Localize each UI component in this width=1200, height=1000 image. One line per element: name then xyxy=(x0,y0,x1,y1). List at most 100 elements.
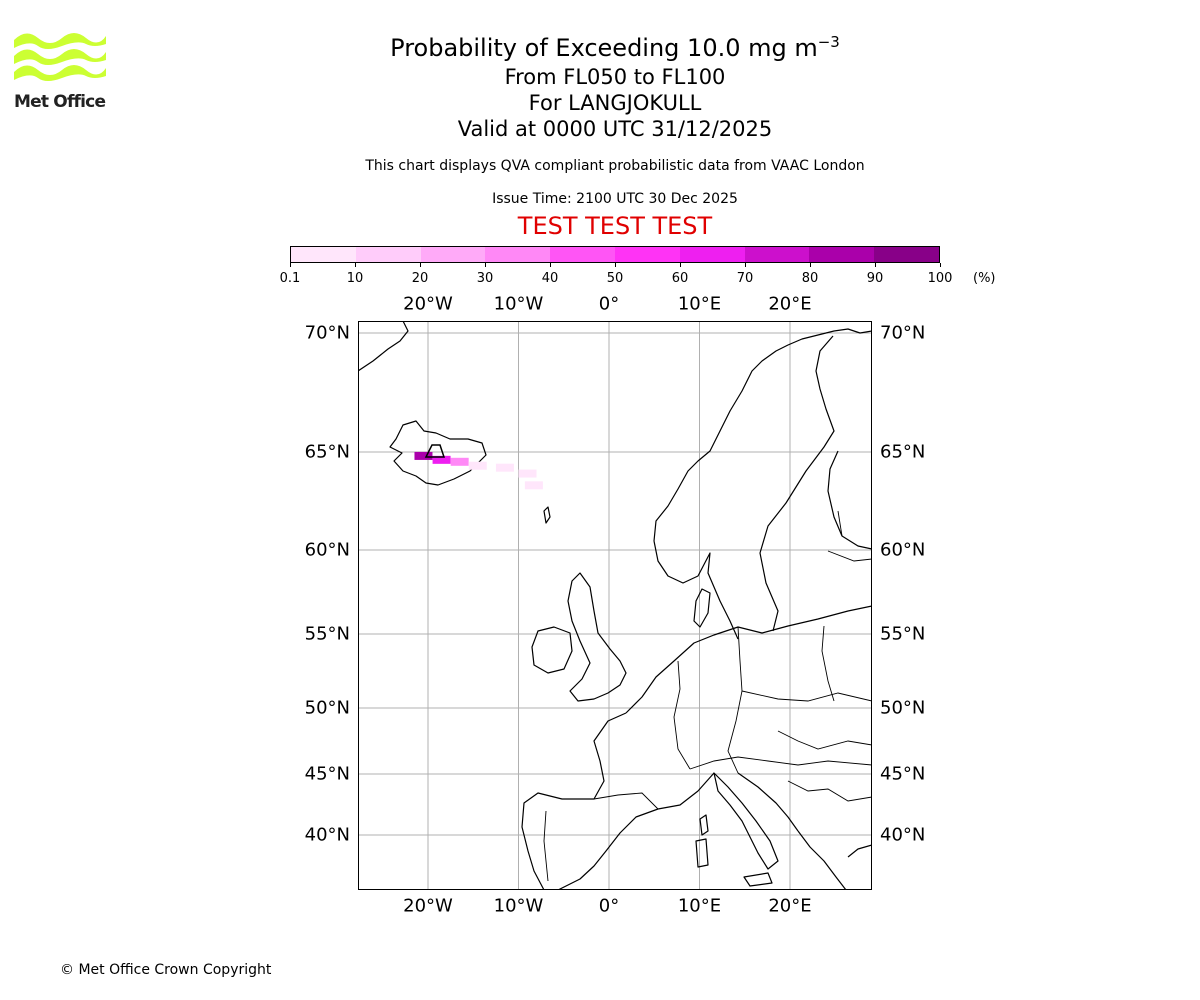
lat-label-right: 50°N xyxy=(880,697,926,719)
colorbar-segment xyxy=(744,247,810,262)
bothnia-coast xyxy=(759,335,835,632)
valid-time: Valid at 0000 UTC 31/12/2025 xyxy=(457,117,773,141)
lat-label-left: 60°N xyxy=(304,539,350,561)
adriatic-coast xyxy=(737,772,799,832)
colorbar-tick-mark xyxy=(420,263,421,267)
colorbar-tick-label: 90 xyxy=(866,271,884,286)
colorbar-tick-mark xyxy=(485,263,486,267)
map-background xyxy=(358,321,872,890)
europe-map xyxy=(358,321,872,890)
lat-label-right: 40°N xyxy=(880,824,926,846)
lat-label-right: 45°N xyxy=(880,763,926,785)
lon-label-top: 10°E xyxy=(677,293,722,315)
lon-label-bottom: 0° xyxy=(598,895,620,917)
denmark-coast xyxy=(693,588,711,628)
colorbar-tick-mark xyxy=(615,263,616,267)
issue-time: Issue Time: 2100 UTC 30 Dec 2025 xyxy=(492,191,738,207)
lat-label-right: 60°N xyxy=(880,539,926,561)
colorbar-tick-label: 10 xyxy=(346,271,364,286)
finland-russia-border xyxy=(837,510,843,537)
colorbar-tick-label: 0.1 xyxy=(279,271,301,286)
colorbar-tick-mark xyxy=(745,263,746,267)
sardinia-coast xyxy=(695,838,709,868)
coastlines xyxy=(358,321,872,890)
plume-cell xyxy=(518,469,537,478)
aegean-coast xyxy=(847,844,872,858)
colorbar-segment xyxy=(485,247,551,262)
balkan-coast xyxy=(797,830,847,890)
met-office-logo: Met Office xyxy=(14,30,106,112)
colorbar-tick-label: 50 xyxy=(606,271,624,286)
czech-border xyxy=(741,690,872,702)
volcano-marker xyxy=(424,444,446,458)
plume-cell xyxy=(432,455,451,464)
lat-label-right: 55°N xyxy=(880,623,926,645)
pyrenees-border xyxy=(593,792,659,810)
lat-label-right: 70°N xyxy=(880,322,926,344)
met-office-waves-icon xyxy=(14,33,106,81)
colorbar-tick-mark xyxy=(355,263,356,267)
poland-east-border xyxy=(821,625,835,702)
borders xyxy=(543,510,872,882)
atlantic-coast xyxy=(521,712,627,890)
faroe-coast xyxy=(543,506,551,524)
colorbar-tick-label: 70 xyxy=(736,271,754,286)
ireland-coast xyxy=(531,626,573,674)
colorbar-segment xyxy=(420,247,486,262)
france-germany-border xyxy=(673,660,691,770)
corsica-coast xyxy=(699,814,709,836)
lon-label-bottom: 20°W xyxy=(403,895,453,917)
greenland-coast xyxy=(358,321,409,372)
lat-label-left: 70°N xyxy=(304,322,350,344)
chart-title-block: Probability of Exceeding 10.0 mg m−3 Fro… xyxy=(300,26,930,142)
graticule xyxy=(358,321,872,890)
colorbar-segment xyxy=(355,247,421,262)
colorbar-tick-mark xyxy=(940,263,941,267)
sicily-coast xyxy=(743,872,773,887)
alps-border xyxy=(689,756,872,770)
colorbar-tick-mark xyxy=(550,263,551,267)
lon-label-bottom: 20°E xyxy=(768,895,812,917)
plume-cell xyxy=(414,451,433,460)
germany-poland-border xyxy=(727,626,743,774)
plume-cell xyxy=(450,457,469,466)
colorbar-tick-label: 80 xyxy=(801,271,819,286)
colorbar-tick-label: 60 xyxy=(671,271,689,286)
lon-label-top: 0° xyxy=(598,293,620,315)
chart-info: This chart displays QVA compliant probab… xyxy=(365,158,865,174)
lat-label-left: 65°N xyxy=(304,441,350,463)
lon-label-top: 10°W xyxy=(493,293,544,315)
colorbar-unit: (%) xyxy=(973,271,996,286)
colorbar-tick-mark xyxy=(875,263,876,267)
chart-title: Probability of Exceeding 10.0 mg m−3 xyxy=(390,33,840,62)
volcano-icon xyxy=(424,444,446,458)
finland-coast xyxy=(827,450,872,550)
plume-cell xyxy=(468,461,487,470)
map-frame xyxy=(358,321,872,890)
sweden-south-coast xyxy=(653,540,739,640)
colorbar-tick-label: 20 xyxy=(411,271,429,286)
great-britain-coast xyxy=(567,572,627,702)
colorbar-segment xyxy=(614,247,680,262)
lon-label-bottom: 10°W xyxy=(493,895,544,917)
plume-cell xyxy=(495,463,514,472)
lon-label-top: 20°E xyxy=(768,293,812,315)
lat-label-left: 55°N xyxy=(304,623,350,645)
logo-text: Met Office xyxy=(14,92,106,112)
hungary-border xyxy=(777,730,872,750)
colorbar-tick-mark xyxy=(810,263,811,267)
lon-label-bottom: 10°E xyxy=(677,895,722,917)
ash-plume xyxy=(414,451,543,490)
probability-colorbar xyxy=(290,246,940,263)
italy-coast xyxy=(713,772,779,870)
volcano-location: For LANGJOKULL xyxy=(528,91,702,115)
baltic-border xyxy=(827,550,872,562)
lat-label-left: 45°N xyxy=(304,763,350,785)
flight-levels: From FL050 to FL100 xyxy=(504,65,726,89)
plume-cell xyxy=(524,481,543,490)
colorbar-tick-mark xyxy=(290,263,291,267)
continental-north-coast xyxy=(625,605,872,714)
colorbar-segment xyxy=(291,247,356,262)
colorbar-tick-label: 40 xyxy=(541,271,559,286)
lon-label-top: 20°W xyxy=(403,293,453,315)
